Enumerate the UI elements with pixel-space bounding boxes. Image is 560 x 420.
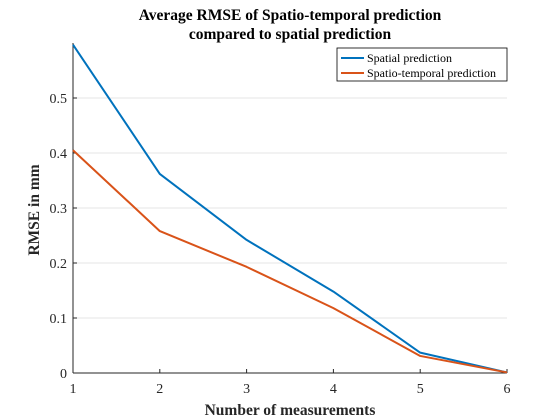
- y-tick-label: 0.3: [50, 202, 68, 217]
- y-tick-label: 0.2: [50, 257, 68, 272]
- x-tick-label: 2: [156, 382, 163, 397]
- legend-label-spatial: Spatial prediction: [367, 51, 452, 65]
- legend-label-spatio-temporal: Spatio-temporal prediction: [367, 66, 496, 80]
- x-tick-label: 4: [330, 382, 337, 397]
- axes: [72, 43, 508, 374]
- y-tick-labels: 0 0.1 0.2 0.3 0.4 0.5: [50, 92, 68, 382]
- legend: Spatial prediction Spatio-temporal predi…: [336, 47, 508, 82]
- series-lines: [72, 44, 508, 374]
- x-tick-label: 5: [417, 382, 424, 397]
- x-tick-label: 3: [243, 382, 250, 397]
- chart-title: Average RMSE of Spatio-temporal predicti…: [139, 7, 442, 24]
- series-line-spatial: [72, 44, 508, 374]
- series-line-spatio-temporal: [72, 149, 508, 374]
- x-tick-label: 6: [504, 382, 511, 397]
- x-tick-labels: 1 2 3 4 5 6: [70, 382, 511, 397]
- y-tick-label: 0: [60, 367, 67, 382]
- y-axis-label: RMSE in mm: [26, 164, 43, 255]
- y-tick-label: 0.4: [50, 147, 68, 162]
- chart-subtitle: compared to spatial prediction: [189, 26, 392, 43]
- legend-box: [336, 47, 508, 82]
- y-tick-label: 0.5: [50, 92, 68, 107]
- x-axis-label: Number of measurements: [205, 402, 376, 419]
- x-tick-label: 1: [70, 382, 77, 397]
- grid-lines: [73, 97, 507, 319]
- y-tick-label: 0.1: [50, 312, 68, 327]
